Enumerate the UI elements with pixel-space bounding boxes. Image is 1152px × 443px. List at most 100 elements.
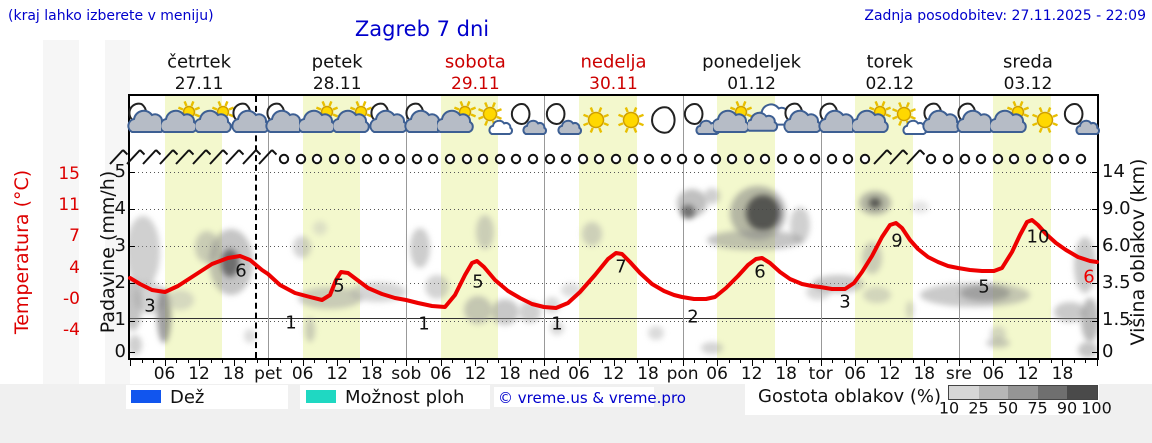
wind-calm-icon [739,147,759,167]
precip-tick-3: 3 [114,235,126,256]
weather-icon-mc [955,101,997,139]
x-tick [383,358,385,363]
x-tick [636,358,638,363]
x-tick [233,358,235,366]
showers-label: Možnost ploh [345,387,465,408]
density-tick-50: 50 [997,398,1019,418]
precip-tick-5: 5 [114,161,126,182]
cloud-blob [911,201,929,213]
temp-label-1: 1 [551,313,563,335]
wind-calm-icon [656,147,676,167]
wind-calm-icon [556,147,576,167]
x-tick [947,358,949,363]
x-tick [544,358,546,366]
temp-tick-7: 7 [69,226,80,246]
x-label-day-sre: sre [945,364,972,384]
day-date-sobota: 29.11 [451,74,500,94]
temp-label-3: 3 [144,295,156,317]
weather-icon-mc [817,101,859,139]
wind-calm-icon [440,147,460,167]
x-tick [659,358,661,363]
x-tick [820,358,822,366]
wind-calm-icon [1038,147,1058,167]
wind-calm-icon [921,147,941,167]
wind-barb-icon [141,147,162,167]
x-tick [601,358,603,363]
density-tick-25: 25 [968,398,989,418]
x-tick [463,358,465,363]
x-tick [1073,358,1075,363]
wind-calm-icon [573,147,593,167]
x-tick [509,358,511,366]
x-label-06: 06 [153,364,176,384]
x-tick [567,358,569,363]
x-label-18: 18 [637,364,659,384]
right-edge-tick [1092,321,1097,322]
x-tick [440,358,442,366]
wind-calm-icon [623,147,643,167]
page-title: Zagreb 7 dni [354,17,490,41]
wind-calm-icon [274,147,294,167]
density-segment [1067,386,1097,399]
cloudheight-tick-3.5: 3.5 [1102,272,1131,293]
x-tick [993,358,995,366]
weather-icon-mc2 [541,101,583,139]
x-tick [452,358,454,363]
right-edge-tick [1092,209,1097,210]
weather-icon-s [610,101,652,139]
wind-calm-icon [639,147,659,167]
wind-calm-icon [805,147,825,167]
x-tick [532,358,534,363]
x-tick [1050,358,1052,363]
wind-calm-icon [1004,147,1024,167]
x-label-18: 18 [360,364,383,384]
wind-calm-icon [589,147,609,167]
wind-barb-icon [905,147,926,167]
density-tick-100: 100 [1081,398,1112,418]
x-tick [648,358,650,366]
zero-degree-line [130,318,1097,319]
wind-barb-icon [158,147,179,167]
precip-tick-2: 2 [114,272,126,293]
weather-icon-sc [297,100,341,139]
x-tick [521,358,523,363]
showers-swatch [306,390,336,403]
copyright: © vreme.us & vreme.pro [498,389,686,407]
x-tick [958,358,960,366]
x-tick [245,358,247,363]
wind-calm-icon [772,147,792,167]
wind-calm-icon [606,147,626,167]
wind-calm-icon [506,147,526,167]
gridline-5 [130,172,1097,173]
cloud-blob [130,335,142,355]
density-segment [1008,386,1038,399]
cloud-blob [906,301,914,319]
x-label-day-pon: pon [666,364,699,384]
cloud-blob [305,318,315,342]
x-label-12: 12 [878,364,901,384]
x-label-day-pet: pet [254,364,283,384]
x-tick [912,358,914,363]
x-label-12: 12 [464,364,487,384]
temp-tick-11: 11 [58,195,80,215]
density-segment [949,386,979,399]
day-name-torek: torek [866,51,914,73]
temp-label-5: 5 [472,271,484,293]
temp-tick-15: 15 [58,164,80,184]
x-tick [590,358,592,363]
x-tick [130,358,131,366]
wind-calm-icon [423,147,443,167]
day-date-torek: 02.12 [865,74,915,94]
x-tick [786,358,788,366]
weather-icon-sc2 [472,101,514,139]
cloud-blob [550,321,564,335]
x-tick [360,358,362,363]
day-name-sreda: sreda [1002,51,1053,73]
cloud-density-label: Gostota oblakov (%) [758,386,942,407]
weather-icon-sc [331,100,375,139]
rain-swatch [131,390,161,403]
temp-label-9: 9 [891,230,903,252]
x-tick [555,358,557,363]
x-label-06: 06 [982,364,1005,384]
x-tick [475,358,477,366]
